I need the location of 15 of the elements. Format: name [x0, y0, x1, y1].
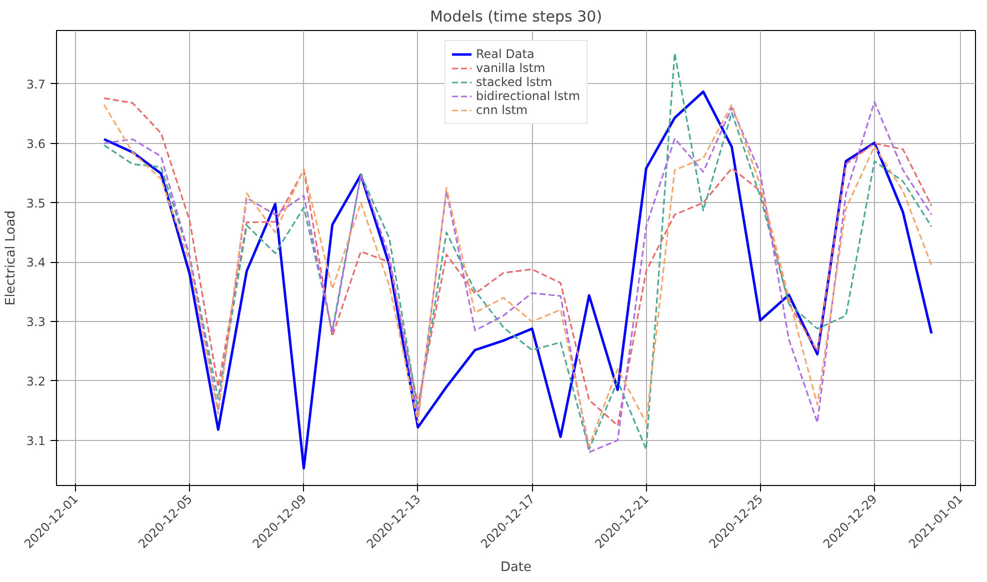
y-tick-label: 3.3	[26, 315, 46, 330]
legend-label: bidirectional lstm	[476, 89, 580, 103]
legend-label: vanilla lstm	[476, 61, 546, 75]
x-axis-title: Date	[500, 560, 532, 576]
chart-title: Models (time steps 30)	[430, 8, 602, 26]
y-tick-label: 3.5	[26, 196, 46, 210]
y-tick-label: 3.2	[26, 374, 46, 388]
y-tick-label: 3.4	[26, 256, 46, 270]
y-tick-label: 3.6	[26, 136, 46, 151]
legend-label: Real Data	[476, 47, 534, 61]
y-tick-label: 3.1	[26, 434, 46, 448]
y-axis-title: Electrical Load	[3, 210, 18, 306]
legend-label: stacked lstm	[476, 75, 552, 89]
y-tick-label: 3.7	[26, 77, 46, 92]
legend-label: cnn lstm	[476, 103, 528, 117]
